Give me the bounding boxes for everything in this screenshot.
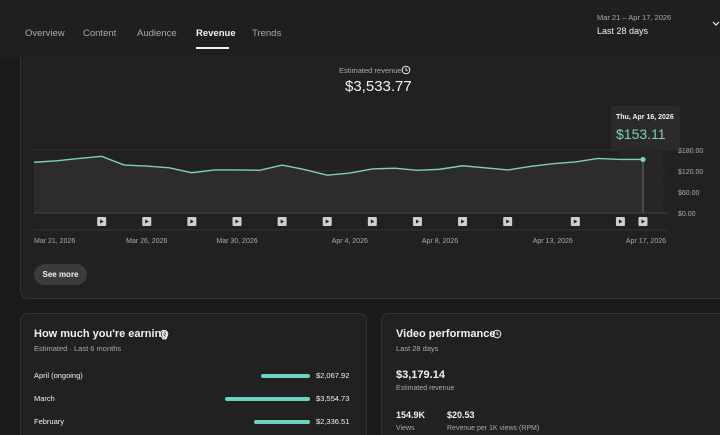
- chevron-down-icon[interactable]: [712, 20, 720, 28]
- active-tab-indicator: [196, 47, 229, 49]
- earning-month: February: [34, 417, 65, 426]
- earning-card: How much you're earning Estimated · Last…: [20, 313, 367, 435]
- video-performance-card: Video performance Last 28 days $3,179.14…: [381, 313, 720, 435]
- earning-row: March $3,554.73: [34, 394, 364, 406]
- top-navigation: Overview Content Audience Revenue Trends…: [0, 0, 720, 58]
- earning-title: How much you're earning: [34, 328, 169, 340]
- play-triangle: [280, 219, 285, 224]
- play-triangle: [190, 219, 194, 224]
- area-fill: [34, 156, 643, 213]
- earning-row: February $2,336.51: [34, 417, 364, 429]
- x-tick-label: Mar 21, 2026: [34, 238, 75, 245]
- rpm-label: Revenue per 1K views (RPM): [447, 425, 540, 432]
- date-range-label: Last 28 days: [597, 26, 649, 36]
- estimated-revenue-label: Estimated revenue: [396, 385, 455, 392]
- play-triangle: [325, 219, 330, 224]
- tab-content[interactable]: Content: [83, 28, 117, 39]
- x-tick-label: Apr 13, 2026: [533, 238, 573, 245]
- hover-point: [640, 156, 646, 163]
- earning-subtitle: Estimated · Last 6 months: [34, 344, 122, 353]
- series-line: [33, 155, 643, 176]
- kpi-label: Estimated revenue: [339, 66, 402, 75]
- earning-bar: [225, 397, 310, 401]
- views-label: Views: [396, 425, 415, 432]
- date-range-dates: Mar 21 – Apr 17, 2026: [597, 13, 672, 22]
- earning-amount: $3,554.73: [316, 394, 350, 403]
- video-performance-title: Video performance: [396, 328, 496, 340]
- chart-tooltip: Thu, Apr 16, 2026 $153.11: [611, 106, 680, 150]
- tooltip-date: Thu, Apr 16, 2026: [616, 114, 674, 121]
- play-triangle: [461, 219, 465, 224]
- earning-amount: $2,067.92: [316, 371, 350, 380]
- y-tick-label: $120.00: [678, 169, 703, 176]
- tab-revenue[interactable]: Revenue: [196, 28, 236, 39]
- rpm-value: $20.53: [447, 410, 475, 420]
- y-tick-label: $180.00: [678, 148, 703, 155]
- play-triangle: [618, 219, 623, 224]
- earning-bar: [254, 420, 310, 424]
- video-performance-subtitle: Last 28 days: [396, 344, 439, 353]
- x-tick-label: Mar 26, 2026: [126, 238, 167, 245]
- clock-icon[interactable]: [492, 329, 502, 339]
- play-triangle: [235, 219, 239, 224]
- play-triangle: [145, 219, 149, 224]
- x-tick-label: Apr 17, 2026: [626, 238, 666, 245]
- earning-row: April (ongoing) $2,067.92: [34, 371, 364, 383]
- y-tick-label: $0.00: [678, 211, 696, 218]
- revenue-area-chart[interactable]: $180.00 $120.00 $60.00 $0.00 Mar 21, 2026 Mar…: [0, 0, 720, 300]
- play-triangle: [415, 219, 420, 224]
- x-tick-label: Mar 30, 2026: [216, 238, 257, 245]
- earning-month: April (ongoing): [34, 371, 83, 380]
- tab-trends[interactable]: Trends: [252, 28, 282, 39]
- x-tick-label: Apr 8, 2026: [422, 238, 458, 245]
- earning-amount: $2,336.51: [316, 417, 350, 426]
- play-triangle: [100, 219, 104, 224]
- tooltip-value: $153.11: [616, 126, 666, 142]
- estimated-revenue-value: $3,179.14: [396, 369, 445, 381]
- earning-month: March: [34, 394, 55, 403]
- earning-bar: [261, 374, 310, 378]
- date-range-selector[interactable]: Mar 21 – Apr 17, 2026 Last 28 days: [597, 13, 671, 36]
- play-triangle: [573, 219, 578, 224]
- play-triangle: [506, 219, 510, 224]
- clock-icon[interactable]: [401, 65, 411, 75]
- clock-icon[interactable]: [159, 329, 169, 339]
- tab-overview[interactable]: Overview: [25, 28, 65, 39]
- views-value: 154.9K: [396, 410, 426, 420]
- tab-audience[interactable]: Audience: [137, 28, 177, 39]
- see-more-button[interactable]: See more: [34, 264, 87, 285]
- kpi-value: $3,533.77: [345, 78, 412, 95]
- play-triangle: [370, 219, 375, 224]
- y-tick-label: $60.00: [678, 190, 700, 197]
- x-tick-label: Apr 4, 2026: [332, 238, 368, 245]
- play-triangle: [641, 219, 645, 224]
